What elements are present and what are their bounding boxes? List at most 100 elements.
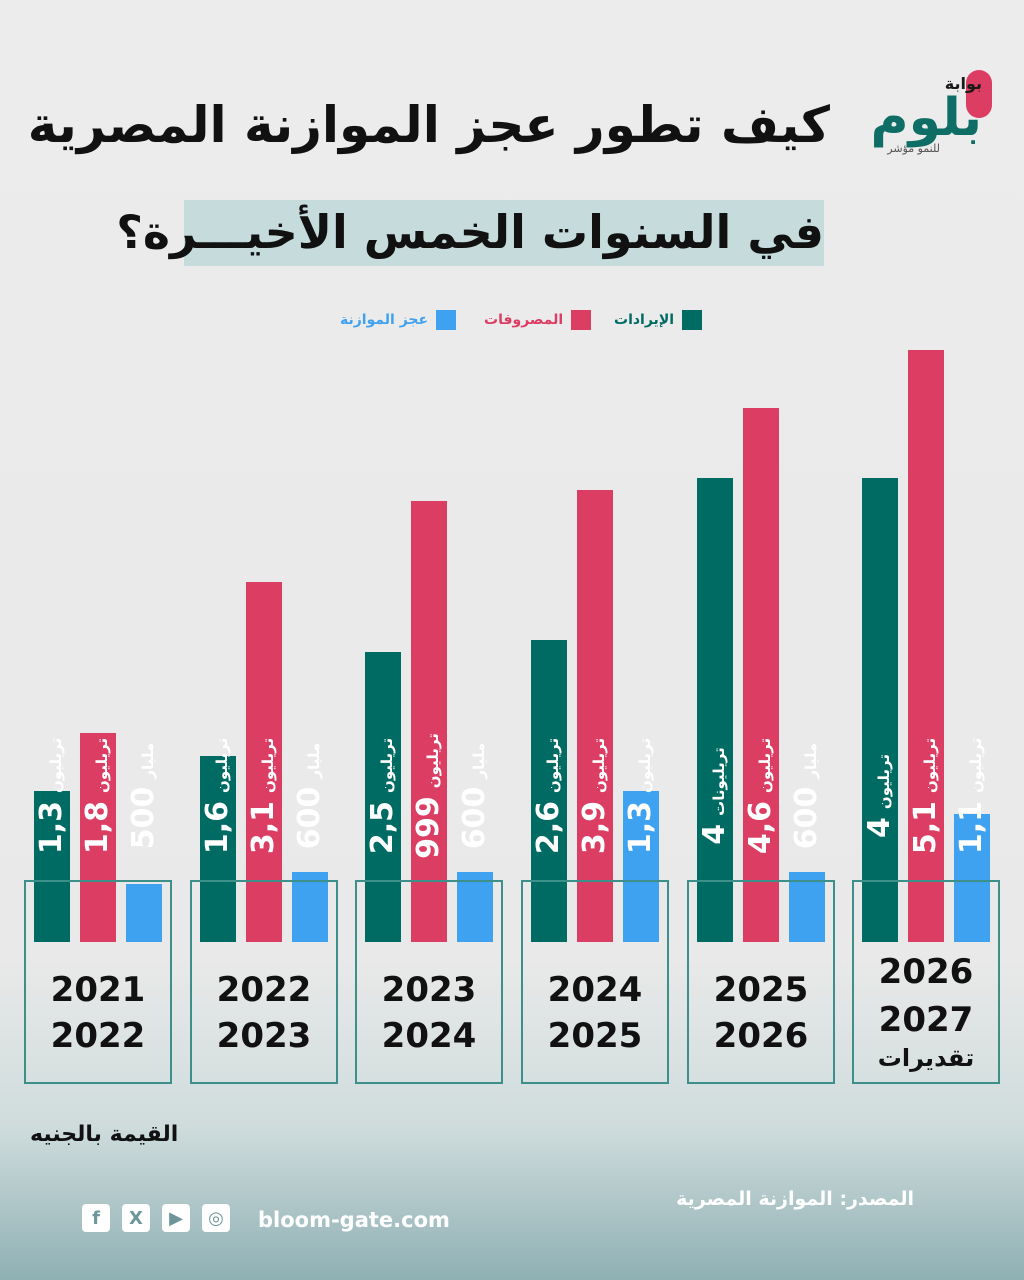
fiscal-year-end: 2023 (216, 1016, 312, 1056)
year-box-0: 2021 2022 (24, 880, 172, 1084)
bar-revenue-0 (34, 791, 70, 942)
value-label-revenue-0: تريليون 1,3 (34, 721, 70, 871)
fiscal-year-start: 2026 (878, 952, 974, 992)
bar-revenue-3 (531, 640, 567, 942)
value-unit: تريليون (921, 737, 939, 793)
fiscal-year-start: 2024 (547, 970, 643, 1010)
website-link[interactable]: bloom-gate.com (258, 1208, 450, 1232)
value-label-deficit-3: تريليون 1,3 (623, 721, 659, 871)
value-unit: تريليون (967, 737, 985, 793)
year-box-1: 2022 2023 (190, 880, 338, 1084)
value-number: 1,8 (80, 800, 115, 855)
bar-revenue-5 (862, 478, 898, 942)
year-box-5: 2026 2027 تقديرات (852, 880, 1000, 1084)
bar-revenue-4 (697, 478, 733, 942)
value-label-revenue-2: تريليون 2,5 (365, 721, 401, 871)
value-number: 1,1 (954, 800, 989, 855)
value-label-revenue-3: تريليون 2,6 (531, 721, 567, 871)
value-number: 3,1 (246, 800, 281, 855)
value-label-deficit-5: تريليون 1,1 (954, 721, 990, 871)
logo: بوابة بلوم للنمو مؤشر (850, 68, 1000, 168)
bar-revenue-1 (200, 756, 236, 942)
legend-revenue: الإيرادات (614, 310, 703, 330)
bar-deficit-3 (623, 791, 659, 942)
value-label-deficit-0: مليار 500 (126, 721, 162, 871)
value-unit: تريليون (378, 737, 396, 793)
bar-deficit-4 (789, 872, 825, 942)
value-unit: مليار (470, 742, 488, 779)
value-unit: مليار (802, 742, 820, 779)
legend-label-revenue: الإيرادات (614, 312, 675, 328)
legend-expenses: المصروفات (484, 310, 592, 330)
value-unit: تريليون (636, 737, 654, 793)
value-label-deficit-1: مليار 600 (292, 721, 328, 871)
bar-revenue-2 (365, 652, 401, 942)
value-unit: تريليون (47, 737, 65, 793)
fiscal-year-start: 2025 (713, 970, 809, 1010)
value-number: 4,6 (743, 800, 778, 855)
value-unit: مليار (305, 742, 323, 779)
legend-label-deficit: عجز الموازنة (340, 312, 429, 328)
value-number: 4 (862, 817, 897, 838)
value-unit: مليار (139, 742, 157, 779)
value-number: 1,3 (623, 800, 658, 855)
year-box-3: 2024 2025 (521, 880, 669, 1084)
value-label-expenses-1: تريليون 3,1 (246, 721, 282, 871)
year-box-4: 2025 2026 (687, 880, 835, 1084)
x-icon[interactable]: X (122, 1204, 150, 1232)
bar-deficit-2 (457, 872, 493, 942)
logo-main-text: بلوم (870, 88, 982, 148)
facebook-icon[interactable]: f (82, 1204, 110, 1232)
estimate-note: تقديرات (877, 1044, 975, 1072)
fiscal-year-end: 2027 (878, 1000, 974, 1040)
fiscal-year-end: 2024 (381, 1016, 477, 1056)
source-note: المصدر: الموازنة المصرية (676, 1188, 914, 1210)
value-number: 600 (457, 786, 492, 850)
value-number: 1,3 (34, 800, 69, 855)
value-label-revenue-1: تريليون 1,6 (200, 721, 236, 871)
bar-expenses-3 (577, 490, 613, 942)
youtube-icon[interactable]: ▶ (162, 1204, 190, 1232)
chart-subtitle-band: في السنوات الخمس الأخيـــرة؟ (116, 200, 824, 266)
legend-label-expenses: المصروفات (484, 312, 564, 328)
fiscal-year-start: 2021 (50, 970, 146, 1010)
legend-deficit: عجز الموازنة (340, 310, 457, 330)
bar-expenses-4 (743, 408, 779, 942)
microphone-icon (966, 70, 992, 118)
value-number: 2,6 (531, 800, 566, 855)
value-number: 600 (292, 786, 327, 850)
value-unit: تريليون (756, 737, 774, 793)
currency-unit-note: القيمة بالجنيه (30, 1122, 179, 1147)
value-label-deficit-2: مليار 600 (457, 721, 493, 871)
value-number: 3,9 (577, 800, 612, 855)
value-unit: تريليون (259, 737, 277, 793)
bar-deficit-5 (954, 814, 990, 942)
value-label-expenses-2: تريليون 999 (411, 721, 447, 871)
value-number: 500 (126, 786, 161, 850)
logo-top-text: بوابة (944, 74, 982, 93)
value-label-deficit-4: مليار 600 (789, 721, 825, 871)
legend-swatch-expenses (571, 310, 592, 330)
bar-deficit-0 (126, 884, 162, 942)
value-number: 1,6 (200, 800, 235, 855)
value-label-expenses-4: تريليون 4,6 (743, 721, 779, 871)
value-label-expenses-0: تريليون 1,8 (80, 721, 116, 871)
year-box-2: 2023 2024 (355, 880, 503, 1084)
logo-sub-text: للنمو مؤشر (887, 142, 940, 155)
value-number: 5,1 (908, 800, 943, 855)
value-number: 4 (697, 823, 732, 845)
legend-swatch-revenue (682, 310, 703, 330)
instagram-icon[interactable]: ◎ (202, 1204, 230, 1232)
value-unit: تريليون (875, 754, 893, 810)
chart-title: كيف تطور عجز الموازنة المصرية (27, 96, 830, 154)
bar-expenses-5 (908, 350, 944, 942)
bar-expenses-1 (246, 582, 282, 942)
value-number: 999 (411, 796, 446, 859)
value-label-revenue-5: تريليون 4 (862, 721, 898, 871)
value-number: 600 (789, 786, 824, 850)
value-unit: تريليون (590, 737, 608, 793)
value-label-revenue-4: تريليونات 4 (697, 721, 733, 871)
value-unit: تريليون (424, 733, 442, 789)
fiscal-year-end: 2026 (713, 1016, 809, 1056)
